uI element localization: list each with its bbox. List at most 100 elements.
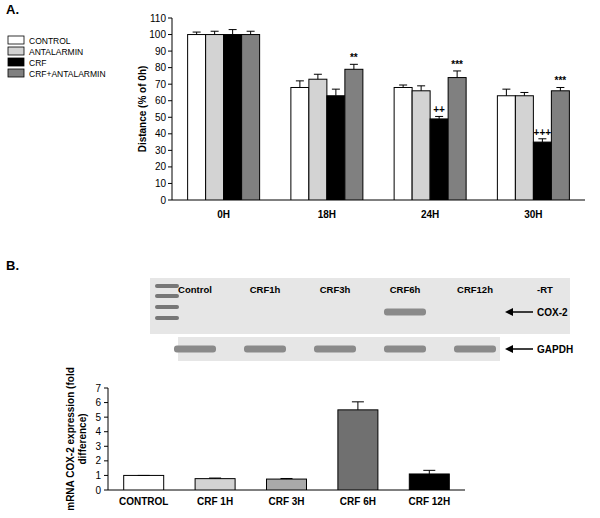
y-tick-label: 5 [95,412,101,423]
legend-label: CONTROL [29,36,71,46]
error-bar [332,89,340,96]
error-cap [314,74,322,75]
legend-swatch [8,36,24,44]
error-bar [520,92,528,95]
y-tick-label: 2 [95,455,101,466]
error-line [429,470,430,474]
y-tick-label: 6 [95,397,101,408]
y-tick-label: 80 [155,62,167,73]
bar [291,87,309,200]
bar [412,91,430,200]
legend-swatch [8,47,24,55]
y-axis [172,18,173,200]
error-line [457,71,458,78]
gel-band [384,346,426,353]
error-line [506,89,507,96]
gel-band [174,346,216,353]
annotation: ** [350,52,358,63]
y-tick [168,183,172,184]
y-tick [168,200,172,201]
annotation: +++ [534,127,552,138]
error-bar [209,478,221,480]
gel-band [314,346,356,353]
ladder-band [155,294,179,298]
y-tick-label: 60 [155,95,167,106]
y-tick [104,460,108,461]
x-tick-label: CRF 6H [340,496,376,507]
error-cap [520,92,528,93]
error-cap [399,85,407,86]
y-tick-label: 3 [95,441,101,452]
error-bar [502,89,510,96]
y-tick [104,402,108,403]
y-tick-label: 40 [155,128,167,139]
legend-swatch [8,69,24,77]
error-cap [193,32,201,33]
error-bar [453,71,461,78]
y-tick [168,51,172,52]
gel-band [454,346,496,353]
lane-label: CRF12h [457,284,493,295]
y-tick-label: 1 [95,470,101,481]
bar [206,35,224,200]
legend-swatch [8,58,24,66]
error-line [317,74,318,79]
bar [124,475,164,490]
bar [327,96,345,200]
x-tick-label: CRF 3H [268,496,304,507]
bar [497,96,515,200]
error-line [299,81,300,88]
bar [448,78,466,200]
bar [515,96,533,200]
y-tick [168,166,172,167]
gel-strip [174,337,500,361]
y-tick [168,150,172,151]
y-tick-label: 0 [95,485,101,496]
x-tick-label: CONTROL [119,496,168,507]
error-cap [332,89,340,90]
y-tick [104,431,108,432]
error-cap [453,70,461,71]
arrow-head [505,308,513,316]
y-tick [104,475,108,476]
y-tick-label: 0 [160,195,166,206]
gel-row-label: GAPDH [537,344,573,355]
error-cap [211,31,219,32]
y-tick [168,84,172,85]
bar [242,35,260,200]
gel-background [178,337,500,361]
y-tick-label: 30 [155,145,167,156]
y-tick-label: 10 [155,178,167,189]
y-tick-label: 100 [149,29,166,40]
error-bar [423,470,435,474]
error-line [357,402,358,410]
error-bar [314,74,322,79]
y-tick [168,133,172,134]
error-line [421,86,422,91]
error-cap [538,138,546,139]
error-bar [211,31,219,34]
error-bar [193,32,201,34]
legend-label: CRF+ANTALARMIN [29,69,106,79]
error-bar [399,85,407,87]
bar [195,479,235,490]
error-bar [247,31,255,34]
figure: A.0102030405060708090100110Distance (% o… [0,0,600,518]
y-tick [168,34,172,35]
bars [124,402,450,490]
error-bar [435,116,443,118]
bar [224,35,242,200]
y-tick [168,100,172,101]
x-tick-label: 24H [421,209,439,220]
error-bar [138,475,150,476]
bars [188,30,570,200]
ladder-band [155,284,179,288]
bar [533,142,551,200]
error-bar [538,139,546,142]
error-bar [352,402,364,410]
y-tick-label: 4 [95,426,101,437]
y-tick [104,417,108,418]
error-cap [138,475,150,476]
y-axis-label-line: mRNA COX-2 expression (fold [65,367,76,511]
y-tick-label: 70 [155,79,167,90]
